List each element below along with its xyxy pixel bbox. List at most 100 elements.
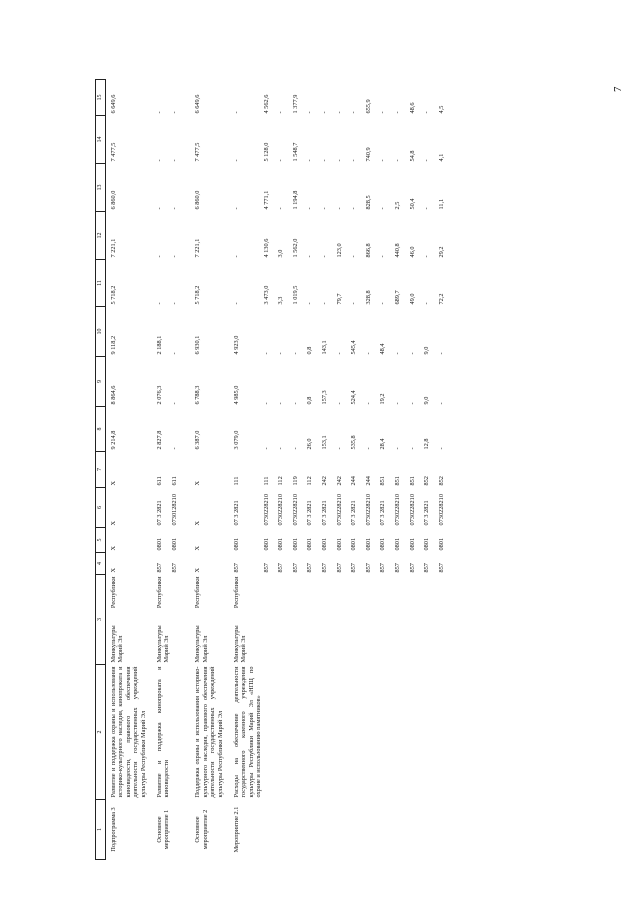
- column-header-4: 4: [95, 552, 106, 575]
- cell-col-7: 111: [233, 476, 241, 486]
- cell-col-9: 0,8: [306, 396, 314, 405]
- cell-col-7: 119: [291, 476, 299, 486]
- cell-col-2: Расходы на обеспечение деятельности госу…: [233, 666, 263, 798]
- cell-col-1: [423, 800, 438, 860]
- cell-col-11: -: [423, 302, 431, 305]
- cell-col-13: 11,1: [437, 198, 445, 210]
- cell-col-3: [292, 575, 307, 665]
- cell-col-1: Мероприятие 2.1: [233, 806, 241, 853]
- cell-col-10: 143,1: [321, 340, 329, 355]
- cell-col-14: 7 477,5: [194, 142, 202, 162]
- cell-col-2: Поддержка охраны и использования историк…: [194, 666, 224, 798]
- cell-col-6: 0730228210: [277, 494, 285, 526]
- cell-col-5: 0801: [291, 537, 299, 551]
- cell-col-5: 0801: [437, 537, 445, 551]
- cell-col-1: [365, 800, 380, 860]
- cell-col-9: -: [291, 402, 299, 405]
- cell-col-15: -: [394, 111, 402, 114]
- cell-col-14: -: [170, 159, 178, 162]
- cell-col-6: 0730128210: [170, 494, 178, 526]
- cell-col-13: 2,5: [394, 201, 402, 210]
- cell-col-7: 611: [170, 476, 178, 486]
- cell-col-4: 857: [291, 563, 299, 573]
- cell-col-4: 857: [379, 563, 387, 573]
- cell-col-6: 0730228210: [335, 494, 343, 526]
- cell-col-2: [292, 665, 307, 800]
- column-header-15: 15: [95, 79, 106, 116]
- cell-col-6: 0730228210: [408, 494, 416, 526]
- cell-col-12: 3,0: [277, 249, 285, 258]
- cell-col-13: -: [156, 207, 164, 210]
- cell-col-5: 0801: [233, 537, 241, 551]
- cell-col-12: -: [306, 255, 314, 258]
- cell-col-15: -: [321, 111, 329, 114]
- cell-col-14: 54,8: [408, 150, 416, 162]
- cell-col-7: 242: [321, 476, 329, 486]
- cell-col-1: Подпрограмма 3: [110, 807, 117, 852]
- cell-col-3: [379, 575, 394, 665]
- table-row: 857 0801 0730228210 244 - - - 328,8 866,8 828,5 74…: [365, 80, 380, 860]
- cell-col-15: 4,5: [437, 105, 445, 114]
- cell-col-2: [350, 665, 365, 800]
- cell-col-10: -: [262, 352, 270, 355]
- cell-col-14: -: [335, 159, 343, 162]
- cell-col-15: -: [335, 111, 343, 114]
- cell-col-15: -: [379, 111, 387, 114]
- cell-col-10: -: [437, 352, 445, 355]
- cell-col-14: -: [277, 159, 285, 162]
- cell-col-9: -: [437, 402, 445, 405]
- cell-col-10: 545,4: [350, 340, 358, 355]
- cell-col-13: -: [350, 207, 358, 210]
- cell-col-10: -: [364, 352, 372, 355]
- cell-col-4: 857: [394, 563, 402, 573]
- header-row: 1 2 3 4 5 6 7 8 9 10 11 12 13 14 15: [95, 79, 106, 860]
- cell-col-14: 5 128,0: [262, 142, 270, 162]
- cell-col-6: 0730228210: [437, 494, 445, 526]
- cell-col-11: 79,7: [335, 293, 343, 305]
- cell-col-15: 6 649,6: [110, 94, 117, 114]
- column-header-10: 10: [95, 306, 106, 357]
- cell-col-7: 851: [379, 476, 387, 486]
- cell-col-8: -: [394, 447, 402, 450]
- cell-col-14: -: [423, 159, 431, 162]
- cell-col-7: X: [110, 480, 117, 486]
- cell-col-3: [394, 575, 409, 665]
- cell-col-13: -: [335, 207, 343, 210]
- cell-col-4: 857: [262, 563, 270, 573]
- cell-col-3: [409, 575, 424, 665]
- cell-col-11: -: [321, 302, 329, 305]
- cell-col-3: Минкультуры Республики Марий Эл: [194, 576, 209, 663]
- cell-col-15: -: [350, 111, 358, 114]
- cell-col-6: X: [194, 520, 202, 526]
- cell-col-6: X: [110, 520, 117, 526]
- cell-col-8: 28,4: [379, 438, 387, 450]
- cell-col-10: -: [335, 352, 343, 355]
- cell-col-6: 07 3 2821: [321, 500, 329, 526]
- cell-col-12: 7 221,1: [194, 238, 202, 258]
- cell-col-15: -: [277, 111, 285, 114]
- cell-col-1: [277, 800, 292, 860]
- cell-col-9: 6 788,3: [194, 385, 202, 405]
- column-header-12: 12: [95, 211, 106, 260]
- cell-col-13: -: [277, 207, 285, 210]
- cell-col-1: [379, 800, 394, 860]
- cell-col-12: 866,8: [364, 243, 372, 258]
- cell-col-12: 46,0: [408, 246, 416, 258]
- cell-col-11: 328,8: [364, 290, 372, 305]
- cell-col-9: -: [262, 402, 270, 405]
- cell-col-11: -: [170, 302, 178, 305]
- cell-col-13: -: [379, 207, 387, 210]
- cell-col-4: 857: [423, 563, 431, 573]
- cell-col-10: -: [277, 352, 285, 355]
- cell-col-13: 6 860,0: [110, 190, 117, 210]
- cell-col-8: 12,8: [423, 438, 431, 450]
- cell-col-9: 157,3: [321, 390, 329, 405]
- cell-col-4: X: [110, 567, 117, 573]
- cell-col-13: 6 860,0: [194, 190, 202, 210]
- cell-col-8: -: [170, 447, 178, 450]
- cell-col-15: 4 562,6: [262, 94, 270, 114]
- cell-col-3: Минкультуры Республики Марий Эл: [156, 576, 171, 663]
- cell-col-12: -: [423, 255, 431, 258]
- cell-col-13: 828,5: [364, 195, 372, 210]
- cell-col-5: 0801: [306, 537, 314, 551]
